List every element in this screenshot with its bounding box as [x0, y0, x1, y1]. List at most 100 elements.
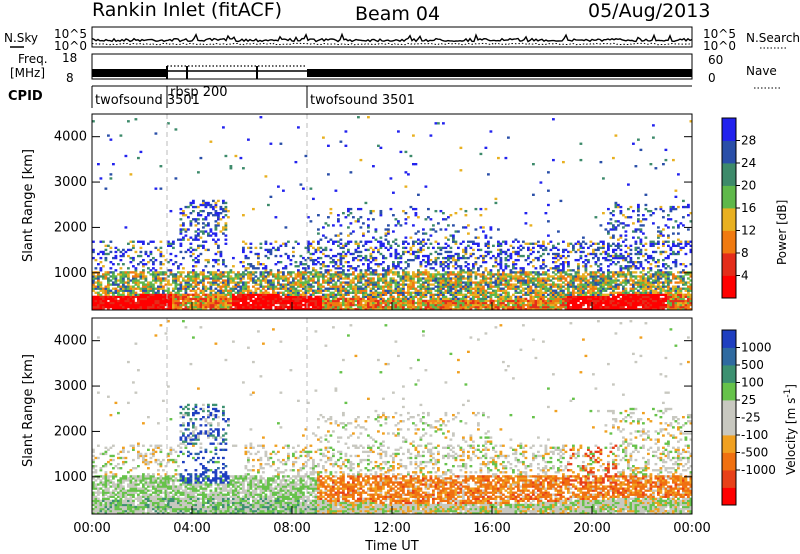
heatmap-cell: [449, 261, 453, 264]
heatmap-cell: [417, 269, 420, 272]
heatmap-cell: [384, 293, 388, 297]
heatmap-cell: [284, 293, 288, 297]
heatmap-cell: [159, 281, 163, 284]
heatmap-cell: [419, 293, 423, 297]
heatmap-cell: [367, 267, 370, 270]
heatmap-cell: [502, 291, 505, 294]
heatmap-cell: [237, 307, 240, 311]
heatmap-cell: [522, 307, 525, 311]
heatmap-cell: [407, 285, 410, 288]
heatmap-cell: [512, 263, 515, 266]
heatmap-cell: [552, 252, 555, 256]
heatmap-cell: [349, 301, 353, 305]
heatmap-cell: [589, 291, 593, 294]
heatmap-cell: [117, 301, 120, 305]
heatmap-cell: [202, 303, 205, 307]
heatmap-cell: [537, 291, 540, 294]
heatmap-cell: [184, 301, 188, 305]
heatmap-cell: [477, 244, 480, 248]
heatmap-cell: [274, 305, 278, 309]
heatmap-cell: [282, 242, 285, 245]
heatmap-cell: [299, 277, 303, 280]
heatmap-cell: [287, 273, 290, 276]
heatmap-cell: [557, 295, 560, 299]
heatmap-cell: [324, 279, 328, 282]
heatmap-cell: [199, 299, 203, 303]
heatmap-cell: [584, 265, 588, 268]
heatmap-cell: [369, 267, 373, 270]
heatmap-cell: [434, 122, 438, 125]
heatmap-cell: [182, 214, 185, 217]
heatmap-cell: [614, 201, 618, 205]
heatmap-cell: [632, 291, 635, 294]
heatmap-cell: [397, 301, 400, 305]
heatmap-cell: [637, 261, 640, 264]
heatmap-cell: [192, 273, 195, 276]
heatmap-cell: [542, 301, 545, 305]
heatmap-cell: [104, 258, 108, 262]
heatmap-cell: [469, 305, 473, 309]
heatmap-cell: [212, 305, 215, 309]
heatmap-cell: [419, 299, 423, 303]
heatmap-cell: [497, 307, 500, 311]
heatmap-cell: [144, 263, 148, 266]
heatmap-cell: [499, 277, 503, 280]
heatmap-cell: [409, 291, 413, 294]
heatmap-cell: [417, 242, 420, 245]
nsky-trace: [91, 32, 693, 43]
heatmap-cell: [307, 267, 310, 270]
heatmap-cell: [452, 234, 455, 237]
heatmap-cell: [314, 275, 318, 278]
heatmap-cell: [472, 242, 475, 245]
heatmap-cell: [309, 244, 313, 248]
heatmap-cell: [602, 177, 605, 180]
heatmap-cell: [567, 273, 570, 276]
heatmap-cell: [387, 240, 390, 243]
heatmap-cell: [104, 289, 108, 292]
heatmap-cell: [207, 303, 210, 307]
heatmap-cell: [384, 238, 388, 241]
heatmap-cell: [287, 281, 290, 284]
heatmap-cell: [252, 295, 255, 299]
heatmap-cell: [442, 307, 445, 311]
heatmap-cell: [279, 301, 283, 305]
heatmap-cell: [354, 285, 358, 288]
heatmap-cell: [594, 242, 598, 245]
heatmap-cell: [619, 234, 623, 237]
heatmap-cell: [592, 279, 595, 282]
heatmap-cell: [517, 295, 520, 299]
heatmap-cell: [219, 273, 223, 276]
heatmap-cell: [159, 283, 163, 286]
heatmap-cell: [282, 305, 285, 309]
heatmap-cell: [399, 256, 403, 260]
heatmap-cell: [252, 277, 255, 280]
heatmap-cell: [229, 269, 233, 272]
heatmap-cell: [394, 301, 398, 305]
heatmap-cell: [609, 271, 613, 274]
heatmap-cell: [184, 230, 188, 233]
heatmap-cell: [352, 230, 355, 233]
heatmap-cell: [239, 289, 243, 292]
heatmap-cell: [104, 248, 108, 252]
heatmap-cell: [497, 303, 500, 307]
heatmap-cell: [234, 275, 238, 278]
heatmap-cell: [622, 289, 625, 292]
heatmap-cell: [129, 261, 133, 264]
heatmap-cell: [112, 295, 115, 299]
heatmap-cell: [569, 299, 573, 303]
heatmap-cell: [154, 287, 158, 290]
heatmap-cell: [297, 265, 300, 268]
heatmap-cell: [317, 285, 320, 288]
heatmap-cell: [339, 261, 343, 264]
heatmap-cell: [279, 307, 283, 311]
heatmap-cell: [199, 279, 203, 282]
heatmap-cell: [584, 291, 588, 294]
heatmap-cell: [459, 271, 463, 274]
heatmap-cell: [474, 289, 478, 292]
heatmap-cell: [547, 277, 550, 280]
heatmap-cell: [517, 301, 520, 305]
heatmap-cell: [287, 279, 290, 282]
heatmap-cell: [332, 295, 335, 299]
heatmap-cell: [494, 307, 498, 311]
heatmap-cell: [304, 297, 308, 301]
